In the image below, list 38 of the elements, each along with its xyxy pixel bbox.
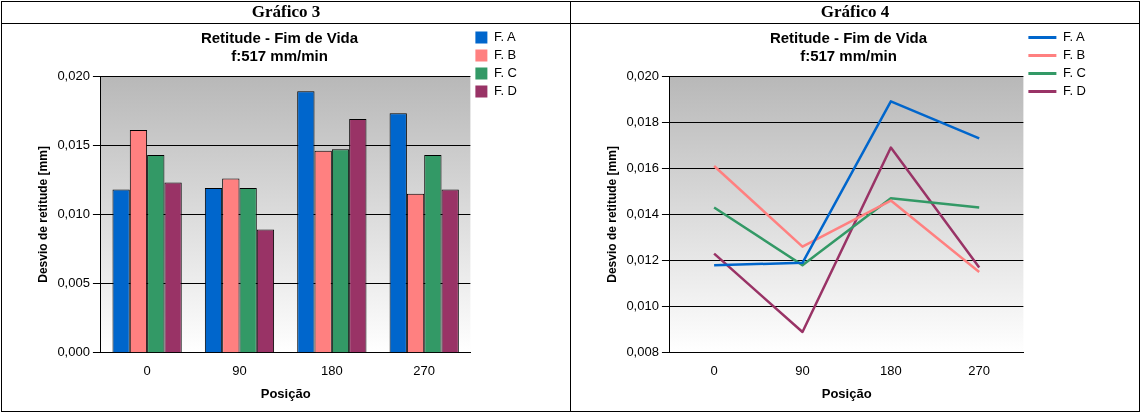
legend-label: F. D	[1062, 83, 1087, 99]
y-tick-label: 0,000	[57, 344, 90, 360]
x-tick-label: 90	[232, 363, 247, 379]
y-tick-label: 0,020	[57, 67, 90, 83]
y-axis-title: Desvio de retitude [mm]	[35, 146, 50, 283]
y-tick-label: 0,018	[626, 113, 659, 129]
y-tick-label: 0,015	[57, 136, 90, 152]
legend-label: F. C	[493, 65, 518, 81]
chart-title: Retitude - Fim de Vida	[769, 29, 928, 47]
x-tick-label: 0	[143, 363, 151, 379]
y-tick-label: 0,016	[626, 159, 659, 175]
legend-label: F. A	[1062, 29, 1085, 45]
legend-label: F. D	[493, 83, 518, 99]
y-tick-label: 0,014	[626, 205, 659, 221]
legend-label: F. B	[1062, 47, 1086, 63]
text: Gráfico 4	[570, 1, 1140, 24]
chart-title: Retitude - Fim de Vida	[200, 29, 359, 47]
x-axis-title: Posição	[260, 385, 311, 401]
x-tick-label: 180	[320, 363, 343, 379]
legend-label: F. C	[1062, 65, 1087, 81]
y-tick-label: 0,010	[626, 298, 659, 314]
y-tick-label: 0,012	[626, 252, 659, 268]
y-tick-label: 0,008	[626, 344, 659, 360]
x-tick-label: 90	[795, 363, 810, 379]
chart-subtitle: f:517 mm/min	[800, 47, 897, 65]
text: Gráfico 3	[1, 1, 571, 24]
x-tick-label: 0	[710, 363, 718, 379]
y-tick-label: 0,005	[57, 275, 90, 291]
y-axis-title: Desvio de retitude [mm]	[604, 146, 619, 283]
x-tick-label: 180	[879, 363, 902, 379]
x-axis-title: Posição	[821, 385, 872, 401]
x-tick-label: 270	[968, 363, 991, 379]
x-tick-label: 270	[413, 363, 436, 379]
y-tick-label: 0,010	[57, 205, 90, 221]
chart-subtitle: f:517 mm/min	[231, 47, 328, 65]
legend-label: F. A	[493, 29, 516, 45]
legend-label: F. B	[493, 47, 517, 63]
y-tick-label: 0,020	[626, 67, 659, 83]
